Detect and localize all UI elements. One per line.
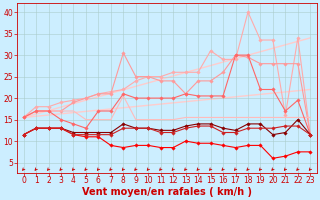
X-axis label: Vent moyen/en rafales ( km/h ): Vent moyen/en rafales ( km/h ) xyxy=(82,187,252,197)
